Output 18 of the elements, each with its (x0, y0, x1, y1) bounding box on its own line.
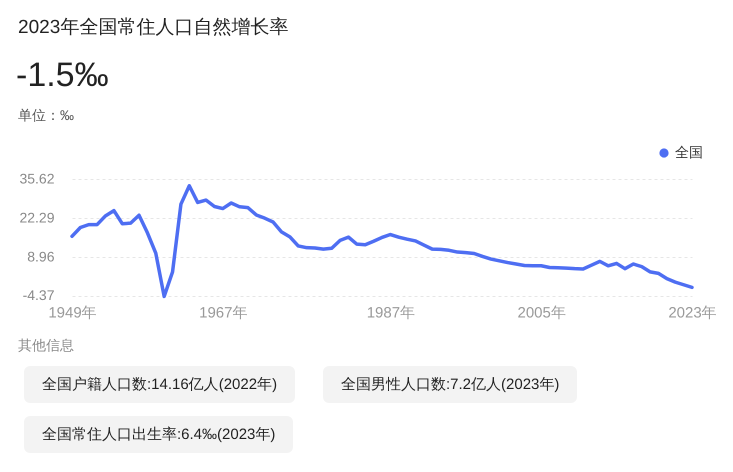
text: 其他信息 (18, 337, 74, 355)
text: 全国户籍人口数:14.16亿人(2022年) (24, 366, 296, 403)
line-series (70, 184, 694, 298)
y-tick-label: 35.62 (19, 170, 55, 186)
text: 单位：‰ (18, 107, 74, 125)
x-tick-label: 1967年 (199, 304, 248, 322)
y-tick-label: 8.96 (27, 248, 55, 264)
legend-label: 全国 (675, 144, 703, 160)
x-tick-label: 1987年 (366, 304, 416, 322)
y-tick-label: 22.29 (19, 209, 55, 226)
text: 全国常住人口出生率:6.4‰(2023年) (24, 416, 294, 453)
text: -1.5‰ (16, 56, 109, 95)
text: 全国男性人口数:7.2亿人(2023年) (323, 366, 578, 403)
x-tick-label: 2005年 (518, 304, 566, 322)
x-tick-label: 2023年 (668, 304, 717, 322)
x-tick-label: 1949年 (48, 304, 97, 322)
y-tick-label: -4.37 (22, 287, 55, 304)
chart-title: 2023年全国常住人口自然增长率 (18, 16, 288, 40)
